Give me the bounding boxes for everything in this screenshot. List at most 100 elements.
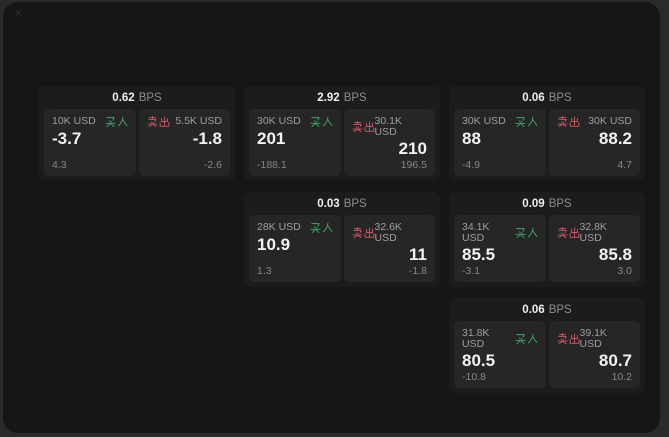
sell-char-mai-icon <box>351 227 363 238</box>
sell-price: 210 <box>398 139 427 158</box>
buy-panel[interactable]: 30K USD 买入 88 -4.9 <box>454 109 546 176</box>
sell-price: 88.2 <box>598 129 632 148</box>
quote-card: 0.03 BPS 28K USD 买入 10.9 1.3 <box>244 192 440 287</box>
bps-value: 0.09 <box>522 198 545 211</box>
bps-value: 0.06 <box>522 304 545 317</box>
buy-side-badge: 买入 <box>104 116 128 127</box>
price-panels: 30K USD 买入 201 -188.1 卖出 <box>249 109 435 176</box>
sell-side-badge: 卖出 <box>351 121 375 132</box>
buy-panel-top-row: 28K USD 买入 <box>257 222 333 233</box>
buy-sub-value: -188.1 <box>257 158 287 171</box>
sell-panel[interactable]: 卖出 32.8K USD 85.8 3.0 <box>548 215 640 282</box>
sell-char-chu-icon <box>159 116 169 127</box>
sell-amount: 32.6K USD <box>374 221 402 244</box>
buy-sub-value: 4.3 <box>52 158 67 171</box>
buy-side-badge: 买入 <box>514 116 538 127</box>
sell-panel-top-row: 卖出 32.8K USD <box>556 221 633 244</box>
sell-sub-value: 4.7 <box>617 158 632 171</box>
sell-price: -1.8 <box>192 129 222 148</box>
sell-side-badge: 卖出 <box>146 116 170 127</box>
sell-amount: 30K USD <box>588 115 632 128</box>
sell-sub-value: 196.5 <box>400 158 427 171</box>
sell-char-mai-icon <box>556 333 568 344</box>
sell-price: 80.7 <box>598 351 632 370</box>
buy-side-badge: 买入 <box>309 116 333 127</box>
sell-char-chu-icon <box>569 333 579 344</box>
sell-panel-top-row: 卖出 39.1K USD <box>556 328 633 349</box>
sell-amount: 5.5K USD <box>175 115 222 128</box>
buy-price: -3.7 <box>52 129 82 148</box>
bps-unit-label: BPS <box>548 304 572 317</box>
sell-panel[interactable]: 卖出 30K USD 88.2 4.7 <box>548 109 640 176</box>
buy-panel-top-row: 30K USD 买入 <box>462 116 538 127</box>
bps-value: 0.06 <box>522 92 545 105</box>
sell-char-mai-icon <box>556 227 568 238</box>
sell-char-mai-icon <box>351 121 363 132</box>
bps-unit-label: BPS <box>138 92 162 105</box>
quote-card: 2.92 BPS 30K USD 买入 201 -188.1 <box>244 86 440 181</box>
buy-sub-value: 1.3 <box>257 264 272 277</box>
buy-side-badge: 买入 <box>514 227 538 238</box>
sell-panel-top-row: 卖出 32.6K USD <box>351 221 428 244</box>
sell-side-badge: 卖出 <box>556 227 580 238</box>
sell-panel-top-row: 卖出 5.5K USD <box>146 115 222 128</box>
bps-unit-label: BPS <box>343 198 367 211</box>
buy-char-mai-icon <box>104 117 116 127</box>
sell-char-chu-icon <box>569 227 579 238</box>
buy-amount: 31.8K USD <box>462 327 490 350</box>
buy-panel-top-row: 31.8K USD 买入 <box>462 328 538 349</box>
card-header: 2.92 BPS <box>249 91 435 107</box>
buy-char-ru-icon <box>322 222 332 233</box>
sell-amount: 32.8K USD <box>579 221 607 244</box>
price-panels: 34.1K USD 买入 85.5 -3.1 卖出 <box>454 215 640 282</box>
sell-char-chu-icon <box>364 121 374 132</box>
buy-panel[interactable]: 28K USD 买入 10.9 1.3 <box>249 215 341 282</box>
sell-char-mai-icon <box>146 116 158 127</box>
quote-card: 0.06 BPS 31.8K USD 买入 80.5 -10.8 <box>449 298 645 393</box>
buy-char-mai-icon <box>309 117 321 127</box>
buy-sub-value: -10.8 <box>462 370 486 383</box>
sell-sub-value: -2.6 <box>203 158 222 171</box>
buy-char-ru-icon <box>527 333 537 344</box>
sell-panel-top-row: 卖出 30K USD <box>556 115 632 128</box>
bps-value: 0.03 <box>317 198 340 211</box>
buy-char-ru-icon <box>117 116 127 127</box>
buy-panel[interactable]: 34.1K USD 买入 85.5 -3.1 <box>454 215 546 282</box>
price-panels: 28K USD 买入 10.9 1.3 卖出 <box>249 215 435 282</box>
sell-price: 11 <box>409 245 427 264</box>
buy-price: 88 <box>462 129 481 148</box>
buy-amount: 34.1K USD <box>462 221 490 244</box>
buy-panel[interactable]: 10K USD 买入 -3.7 4.3 <box>44 109 136 176</box>
bps-value: 2.92 <box>317 92 340 105</box>
buy-char-ru-icon <box>527 227 537 238</box>
buy-char-mai-icon <box>514 334 526 344</box>
buy-char-mai-icon <box>514 117 526 127</box>
buy-panel[interactable]: 31.8K USD 买入 80.5 -10.8 <box>454 321 546 388</box>
buy-panel[interactable]: 30K USD 买入 201 -188.1 <box>249 109 341 176</box>
sell-panel[interactable]: 卖出 30.1K USD 210 196.5 <box>343 109 435 176</box>
buy-price: 85.5 <box>462 245 496 264</box>
buy-amount: 30K USD <box>257 115 301 128</box>
sell-panel-top-row: 卖出 30.1K USD <box>351 115 428 138</box>
bps-unit-label: BPS <box>548 198 572 211</box>
card-header: 0.06 BPS <box>454 91 640 107</box>
cards-grid: 0.62 BPS 10K USD 买入 -3.7 4.3 <box>39 86 645 393</box>
card-header: 0.62 BPS <box>44 91 230 107</box>
buy-panel-top-row: 10K USD 买入 <box>52 116 128 127</box>
close-icon[interactable]: ✕ <box>14 8 24 20</box>
buy-char-mai-icon <box>309 223 321 233</box>
buy-sub-value: -4.9 <box>462 158 481 171</box>
quote-card: 0.09 BPS 34.1K USD 买入 85.5 -3.1 <box>449 192 645 287</box>
buy-side-badge: 买入 <box>514 333 538 344</box>
sell-price: 85.8 <box>598 245 632 264</box>
buy-char-mai-icon <box>514 228 526 238</box>
buy-price: 80.5 <box>462 351 496 370</box>
sell-sub-value: 3.0 <box>617 264 632 277</box>
sell-panel[interactable]: 卖出 39.1K USD 80.7 10.2 <box>548 321 640 388</box>
sell-panel[interactable]: 卖出 32.6K USD 11 -1.8 <box>343 215 435 282</box>
sell-panel[interactable]: 卖出 5.5K USD -1.8 -2.6 <box>138 109 230 176</box>
sell-amount: 30.1K USD <box>374 115 402 138</box>
quote-card: 0.62 BPS 10K USD 买入 -3.7 4.3 <box>39 86 235 181</box>
buy-panel-top-row: 30K USD 买入 <box>257 116 333 127</box>
buy-sub-value: -3.1 <box>462 264 481 277</box>
